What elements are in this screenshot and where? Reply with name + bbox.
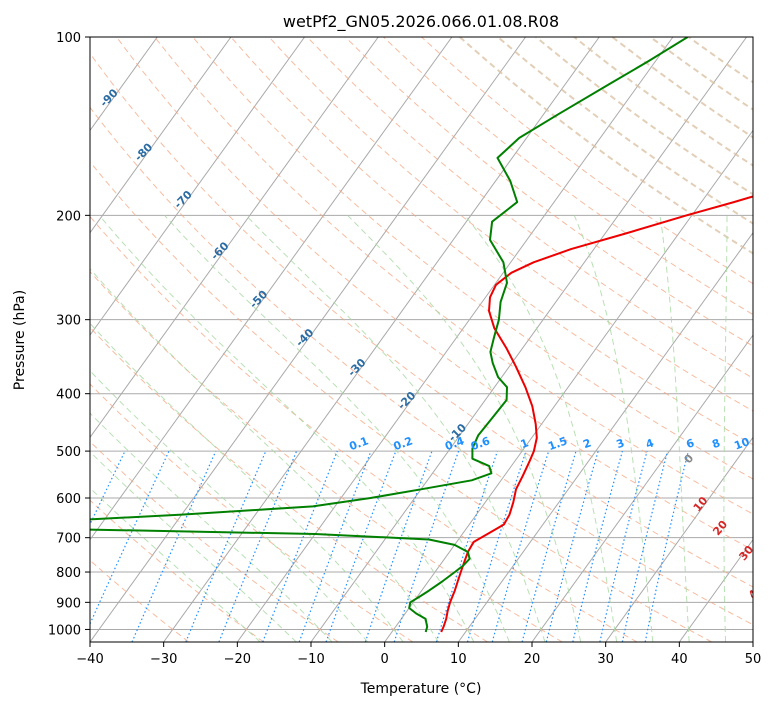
mixing-ratio-line xyxy=(364,450,433,642)
mixing-ratio-label: 2 xyxy=(581,436,593,451)
y-tick-label: 200 xyxy=(56,209,81,224)
moist-adiabat xyxy=(723,215,728,642)
isotherm xyxy=(90,37,306,336)
x-tick-label: 40 xyxy=(671,652,688,667)
dry-adiabat xyxy=(192,37,753,480)
x-tick-label: 0 xyxy=(381,652,389,667)
moist-adiabat xyxy=(245,214,546,642)
x-tick-label: −30 xyxy=(150,652,177,667)
mixing-ratio-label: 1 xyxy=(519,436,531,451)
isotherm xyxy=(384,129,753,642)
mixing-ratio-label: 1.5 xyxy=(546,434,569,453)
moist-adiabat xyxy=(90,487,261,642)
isotherm xyxy=(605,436,753,642)
dry-adiabat xyxy=(383,37,753,316)
mixing-ratio-label: 3 xyxy=(615,436,627,451)
y-tick-label: 900 xyxy=(56,596,81,611)
x-tick-label: 10 xyxy=(450,652,467,667)
x-tick-label: 20 xyxy=(524,652,541,667)
mixing-ratio-line xyxy=(185,450,267,642)
moist-adiabat xyxy=(659,215,690,642)
x-tick-label: 50 xyxy=(745,652,762,667)
x-axis-label: Temperature (°C) xyxy=(360,681,482,697)
moist-adiabat xyxy=(90,412,333,642)
isotherm xyxy=(90,37,232,234)
moist-adiabat xyxy=(90,451,297,642)
moist-adiabat xyxy=(347,214,582,642)
dry-adiabat xyxy=(90,270,563,642)
y-tick-label: 500 xyxy=(56,445,81,460)
mixing-ratio-label: 0.4 xyxy=(443,434,466,453)
isotherm xyxy=(90,37,379,439)
mixing-ratio-line xyxy=(262,450,338,642)
isotherm xyxy=(90,37,453,541)
isotherm xyxy=(531,334,753,642)
moist-adiabat xyxy=(90,268,439,642)
mixing-ratio-label: 0.6 xyxy=(469,434,492,453)
dry-adiabat xyxy=(90,326,488,642)
mixing-ratio-line xyxy=(218,450,298,642)
dry-adiabat xyxy=(421,37,753,285)
moist-adiabat xyxy=(98,214,475,642)
mixing-ratio-line xyxy=(393,450,460,642)
mixing-ratio-label: 0.1 xyxy=(347,434,370,453)
dry-adiabat xyxy=(90,383,414,642)
mixing-ratio-line xyxy=(621,450,669,642)
y-axis-label: Pressure (hPa) xyxy=(12,290,28,390)
x-tick-label: 30 xyxy=(597,652,614,667)
mixing-ratio-line xyxy=(466,450,527,642)
y-tick-label: 1000 xyxy=(48,623,81,638)
y-tick-label: 400 xyxy=(56,388,81,403)
isotherm xyxy=(678,538,753,642)
isotherm xyxy=(236,37,674,642)
mixing-ratio-line xyxy=(298,450,372,642)
y-tick-label: 700 xyxy=(56,532,81,547)
plot-frame xyxy=(89,36,754,643)
temperature-profile xyxy=(440,195,753,633)
moist-adiabat-label: 40 xyxy=(746,581,766,601)
moist-adiabat xyxy=(164,214,510,642)
x-tick-label: −40 xyxy=(76,652,103,667)
y-tick-label: 600 xyxy=(56,492,81,507)
mixing-ratio-label: 0.2 xyxy=(392,434,415,453)
dry-adiabat xyxy=(344,37,753,347)
mixing-ratio-label: 10 xyxy=(732,435,751,453)
dry-adiabat xyxy=(116,37,753,551)
mixing-ratio-line xyxy=(521,450,577,642)
mixing-ratio-line xyxy=(599,450,648,642)
mixing-ratio-line xyxy=(131,450,217,642)
dry-adiabat xyxy=(90,215,638,642)
mixing-ratio-line xyxy=(325,450,397,642)
dry-adiabat xyxy=(230,37,753,446)
mixing-ratio-line xyxy=(545,450,599,642)
isotherm xyxy=(163,37,600,642)
x-tick-label: −10 xyxy=(297,652,324,667)
dry-adiabat xyxy=(90,161,712,642)
x-tick-label: −20 xyxy=(224,652,251,667)
mixing-ratio-line xyxy=(644,450,689,642)
mixing-ratio-label: 6 xyxy=(685,436,697,451)
moist-adiabat xyxy=(573,215,654,642)
moist-adiabat xyxy=(464,214,618,642)
y-tick-label: 100 xyxy=(56,31,81,46)
chart-title: wetPf2_GN05.2026.066.01.08.R08 xyxy=(283,12,559,32)
dry-adiabat xyxy=(90,52,753,588)
mixing-ratio-label: 4 xyxy=(644,436,656,451)
mixing-ratio-line xyxy=(435,450,498,642)
dry-adiabat xyxy=(90,499,264,642)
isotherm xyxy=(90,37,527,642)
mixing-ratio-line xyxy=(572,450,623,642)
mixing-ratio-line xyxy=(491,450,550,642)
mixing-ratio-label: 8 xyxy=(710,436,722,451)
isotherm xyxy=(457,231,753,642)
y-tick-label: 300 xyxy=(56,314,81,329)
dry-adiabat xyxy=(154,37,753,515)
dewpoint-profile xyxy=(90,37,689,633)
y-tick-label: 800 xyxy=(56,566,81,581)
